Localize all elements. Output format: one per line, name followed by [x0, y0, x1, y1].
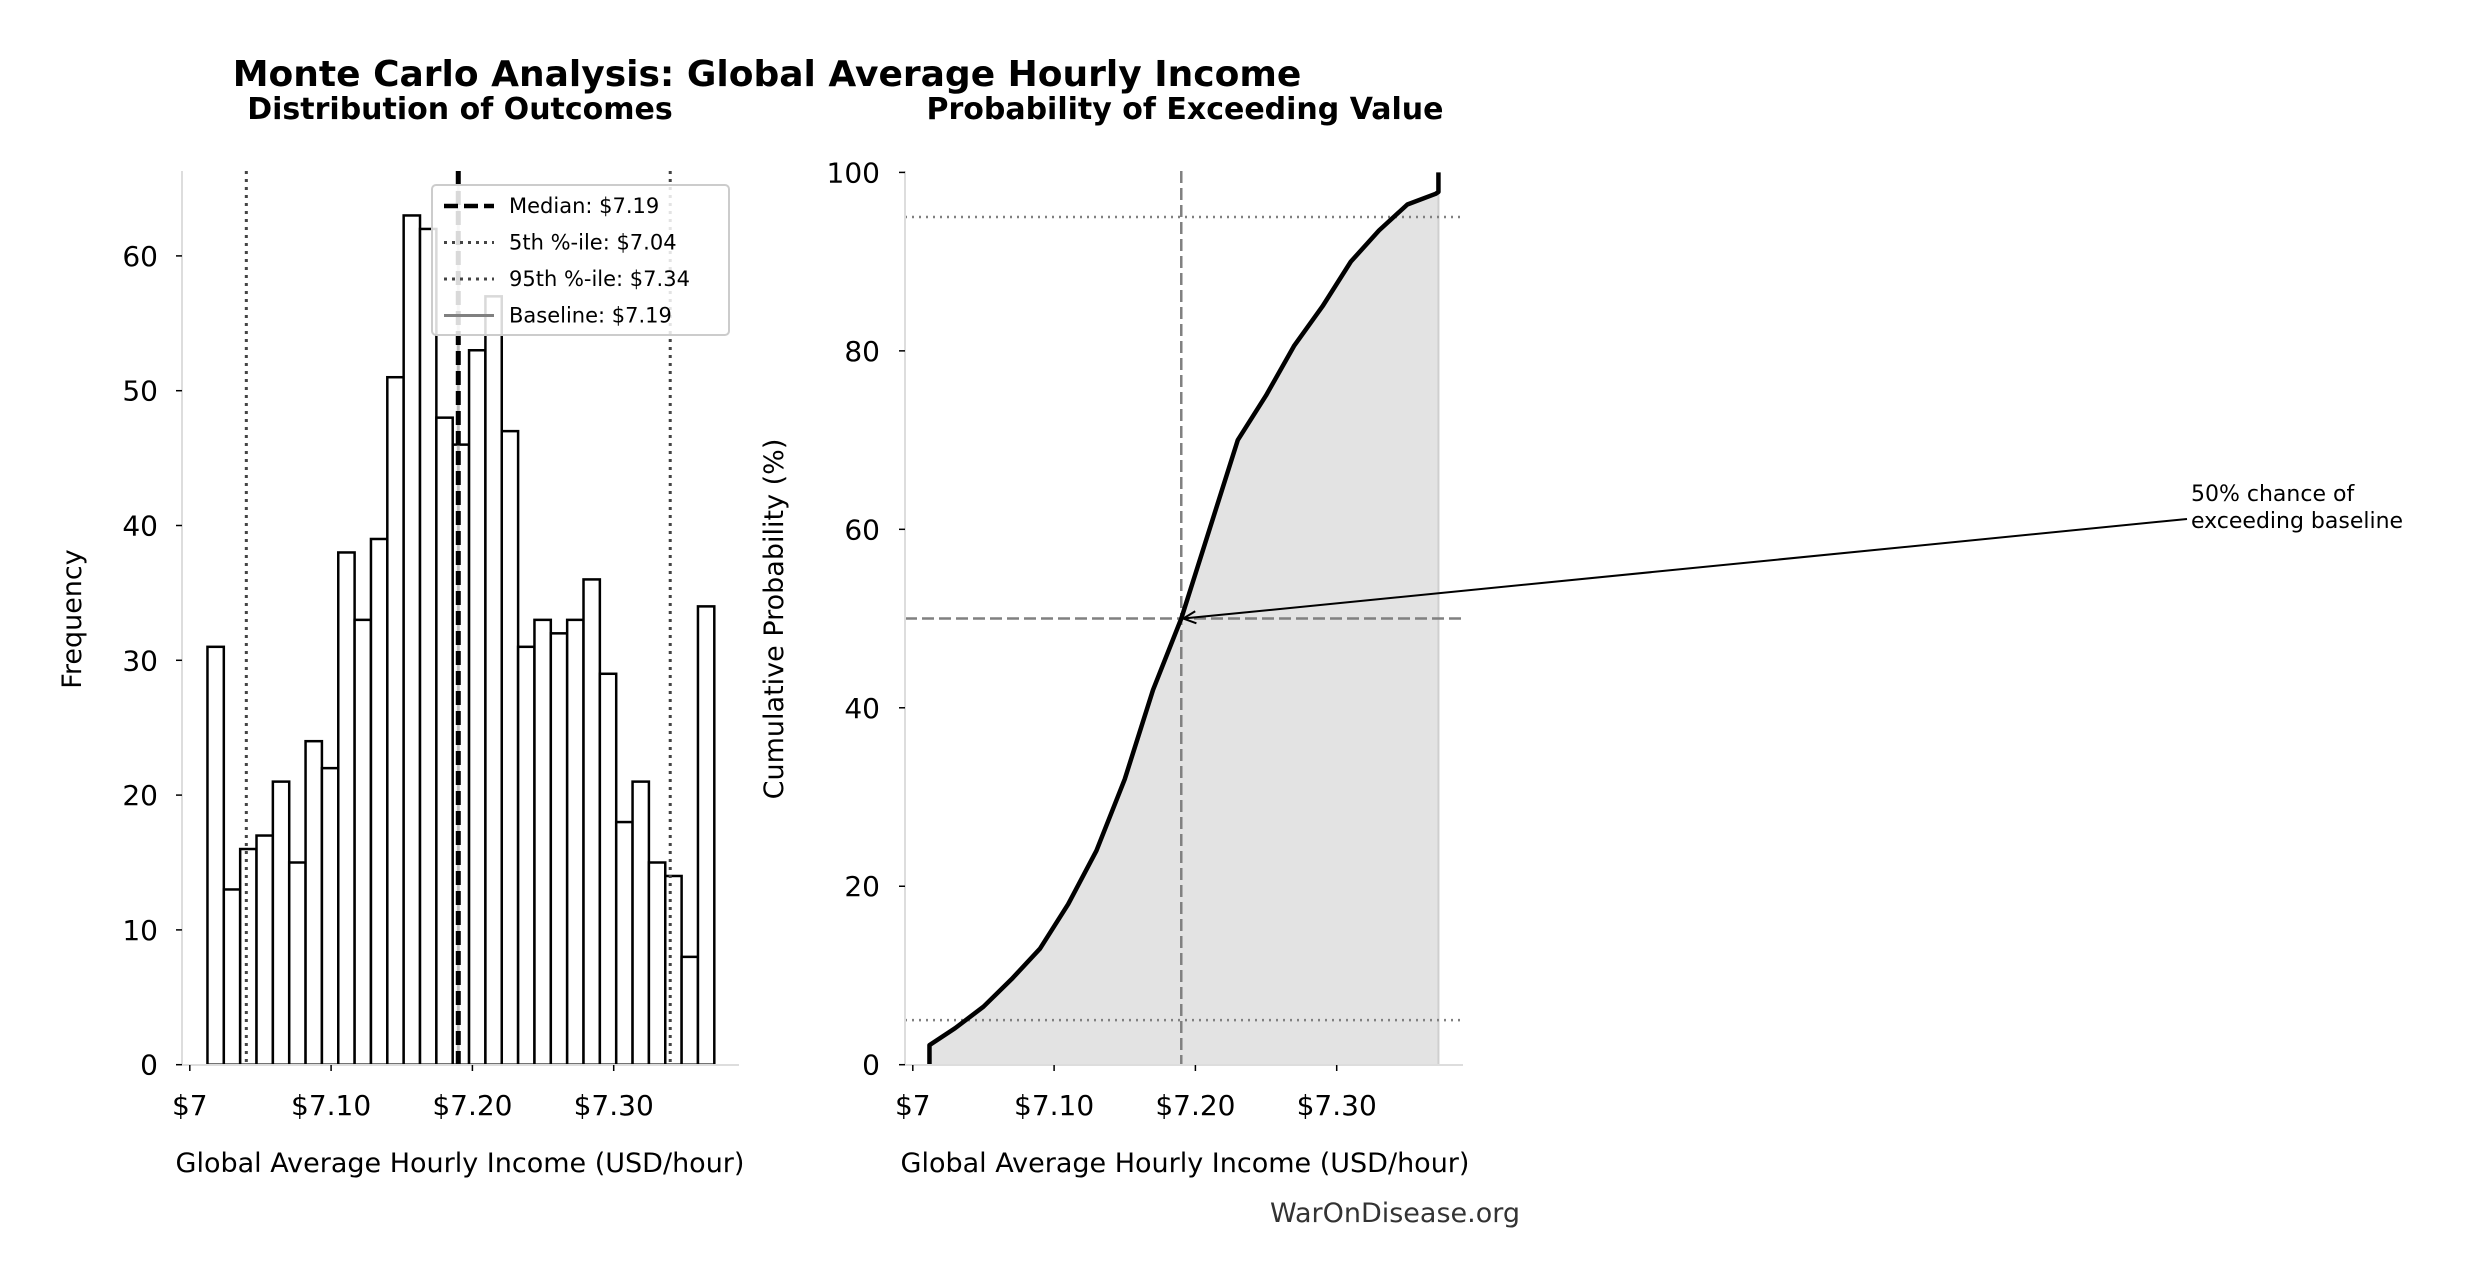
y-tick-label: 50 — [122, 375, 158, 408]
histogram-bar — [337, 551, 356, 1066]
histogram-bar — [353, 618, 373, 1066]
histogram-bar — [451, 443, 471, 1066]
histogram-bar — [467, 349, 487, 1066]
histogram-bar — [614, 820, 634, 1066]
y-tick-label: 60 — [122, 240, 158, 273]
y-tick-label: 60 — [844, 513, 880, 546]
histogram-bar — [582, 578, 602, 1066]
x-tick-label: $7 — [172, 1089, 208, 1122]
histogram-bar — [435, 416, 454, 1066]
x-tick-label: $7.10 — [1014, 1089, 1094, 1122]
histogram-bar — [549, 632, 569, 1066]
annotation-line-2: exceeding baseline — [2191, 509, 2403, 534]
y-tick-label: 100 — [827, 156, 880, 189]
legend-label: Baseline: $7.19 — [509, 304, 672, 328]
histogram-bar — [598, 672, 618, 1066]
histogram-bar — [516, 645, 536, 1066]
histogram-bar — [304, 739, 324, 1066]
histogram-bar — [222, 888, 242, 1066]
legend: Median: $7.19 5th %-ile: $7.04 95th %-ile:… — [431, 184, 730, 336]
histogram-x-label: Global Average Hourly Income (USD/hour) — [176, 1148, 745, 1179]
histogram-title: Distribution of Outcomes — [247, 92, 673, 127]
histogram-bar — [206, 645, 226, 1066]
watermark: WarOnDisease.org — [1270, 1198, 1520, 1229]
histogram-bar — [320, 766, 340, 1066]
histogram-y-label: Frequency — [57, 549, 88, 689]
annotation-arrowhead — [1180, 610, 1197, 625]
x-tick-label: $7 — [895, 1089, 931, 1122]
histogram-bar — [631, 780, 651, 1066]
y-tick-label: 40 — [844, 692, 880, 725]
histogram-bar — [271, 780, 291, 1066]
histogram-bar — [386, 375, 405, 1066]
annotation-line-1: 50% chance of — [2191, 482, 2355, 507]
y-tick-label: 80 — [844, 335, 880, 368]
annotation: 50% chance of exceeding baseline — [1180, 482, 2403, 625]
y-tick-label: 40 — [122, 510, 158, 543]
legend-label: 95th %-ile: $7.34 — [509, 267, 690, 291]
annotation-arrow — [1183, 518, 2188, 620]
cdf-ticks: 0 20 40 60 80 100 $7 $7.10 $7.20 $7.30 — [827, 156, 1377, 1122]
x-tick-label: $7.20 — [432, 1089, 512, 1122]
cdf-y-label: Cumulative Probability (%) — [759, 439, 790, 800]
histogram-bar — [287, 861, 307, 1066]
histogram-bar — [696, 605, 716, 1066]
histogram-bar — [647, 861, 667, 1066]
cdf-fill-area — [929, 192, 1439, 1065]
y-tick-label: 30 — [122, 644, 158, 677]
histogram-bar — [402, 214, 422, 1066]
histogram-bar — [680, 955, 700, 1066]
histogram-bar — [369, 537, 389, 1066]
x-tick-label: $7.20 — [1155, 1089, 1235, 1122]
y-tick-label: 0 — [140, 1049, 158, 1082]
histogram-bars — [206, 214, 716, 1066]
histogram-bar — [533, 618, 553, 1066]
histogram-chart: Distribution of Outcomes 0 10 20 30 40 50 60 $7… — [57, 92, 744, 1179]
legend-label: Median: $7.19 — [509, 194, 659, 218]
legend-box — [431, 184, 730, 336]
x-tick-label: $7.30 — [574, 1089, 654, 1122]
x-tick-label: $7.10 — [291, 1089, 371, 1122]
y-tick-label: 20 — [122, 779, 158, 812]
histogram-bar — [484, 295, 504, 1066]
y-tick-label: 20 — [844, 870, 880, 903]
histogram-bar — [565, 618, 585, 1066]
histogram-bar — [418, 227, 438, 1066]
histogram-bar — [664, 874, 683, 1066]
y-tick-label: 10 — [122, 914, 158, 947]
histogram-bar — [238, 847, 258, 1066]
cdf-title: Probability of Exceeding Value — [926, 92, 1443, 127]
x-tick-label: $7.30 — [1297, 1089, 1377, 1122]
cdf-chart: Probability of Exceeding Value 0 20 40 60 80… — [759, 92, 2403, 1179]
cdf-x-label: Global Average Hourly Income (USD/hour) — [901, 1148, 1470, 1179]
figure-title: Monte Carlo Analysis: Global Average Hou… — [233, 54, 1302, 95]
histogram-bar — [500, 429, 520, 1066]
histogram-ticks: 0 10 20 30 40 50 60 $7 $7.10 $7.20 $7.30 — [122, 240, 653, 1122]
y-tick-label: 0 — [862, 1049, 880, 1082]
cdf-line — [927, 172, 1441, 1065]
histogram-bar — [255, 834, 275, 1066]
legend-label: 5th %-ile: $7.04 — [509, 231, 677, 255]
